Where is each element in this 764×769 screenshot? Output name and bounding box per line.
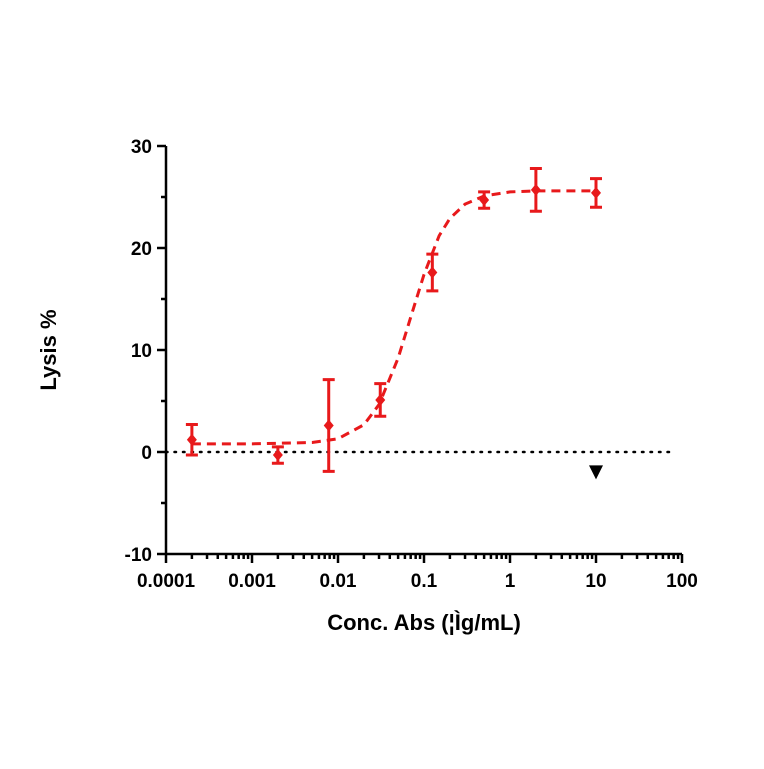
data-point <box>479 194 490 207</box>
y-tick-label: 0 <box>141 443 152 464</box>
marker-triangle <box>589 465 603 480</box>
data-point <box>375 393 386 406</box>
y-tick-label: 20 <box>131 239 152 260</box>
y-axis-title: Lysis % <box>36 309 61 390</box>
data-point <box>186 433 197 446</box>
x-tick-label: 0.001 <box>228 571 276 592</box>
x-tick-label: 0.0001 <box>137 571 196 592</box>
x-tick-label: 100 <box>666 571 698 592</box>
x-axis-title: Conc. Abs (¦Ìg/mL) <box>327 610 521 635</box>
data-point <box>427 266 438 279</box>
x-tick-label: 0.1 <box>411 571 438 592</box>
data-point <box>272 449 283 462</box>
x-tick-label: 0.01 <box>320 571 357 592</box>
data-point <box>530 183 541 196</box>
y-tick-label: 10 <box>131 341 152 362</box>
data-point <box>591 186 601 199</box>
x-tick-label: 10 <box>585 571 606 592</box>
x-tick-label: 1 <box>505 571 516 592</box>
fit-curve <box>191 189 596 446</box>
y-tick-label: -10 <box>125 545 152 566</box>
data-point <box>323 419 334 432</box>
y-tick-label: 30 <box>131 137 152 158</box>
